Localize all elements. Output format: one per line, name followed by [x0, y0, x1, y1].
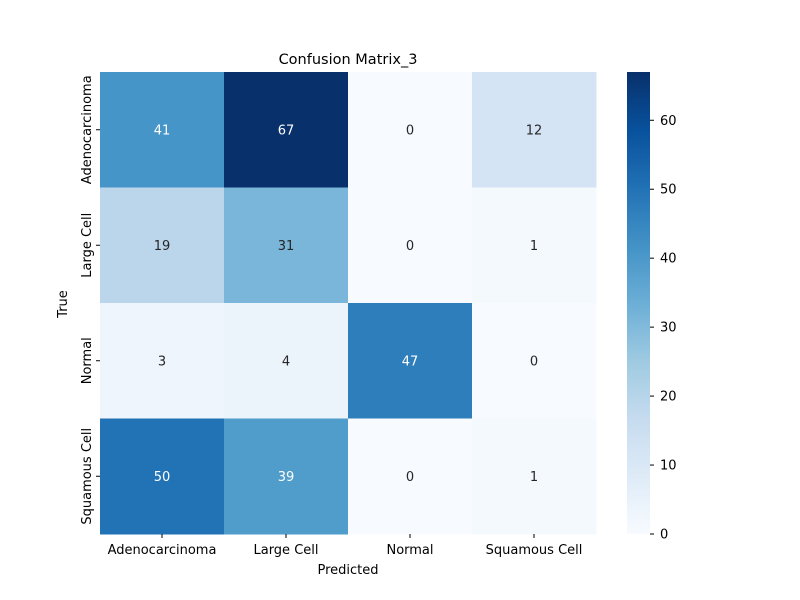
colorbar-tick-label: 0 [660, 528, 668, 543]
heatmap-cell [100, 72, 225, 188]
cell-value-label: 67 [278, 123, 295, 138]
heatmap-cell [348, 72, 473, 188]
heatmap-cell [348, 187, 473, 304]
colorbar-tick-label: 60 [660, 114, 677, 129]
x-tick-label: Squamous Cell [486, 543, 583, 558]
y-tick-label: Adenocarcinoma [80, 75, 95, 184]
cell-value-label: 50 [154, 470, 171, 485]
cell-value-label: 1 [530, 470, 538, 485]
cell-value-label: 3 [158, 354, 166, 369]
heatmap-cell [472, 187, 597, 304]
cell-value-label: 0 [406, 470, 414, 485]
cell-value-label: 0 [530, 354, 538, 369]
y-tick-label: Normal [80, 337, 95, 384]
heatmap-cells [100, 72, 597, 535]
chart-title: Confusion Matrix_3 [279, 52, 418, 68]
colorbar-tick-label: 30 [660, 321, 677, 336]
cell-value-label: 19 [154, 239, 171, 254]
heatmap-cell [348, 303, 473, 419]
colorbar-tick-label: 20 [660, 390, 677, 405]
heatmap-cell [224, 418, 349, 535]
colorbar-tick-label: 50 [660, 183, 677, 198]
colorbar-tick-label: 40 [660, 252, 677, 267]
heatmap-cell [100, 303, 225, 419]
cell-value-label: 1 [530, 239, 538, 254]
cell-value-label: 12 [526, 123, 543, 138]
cell-value-label: 39 [278, 470, 295, 485]
heatmap-cell [224, 303, 349, 419]
x-tick-label: Normal [386, 543, 433, 558]
heatmap-cell [100, 187, 225, 304]
heatmap-cell [224, 187, 349, 304]
heatmap-cell [472, 72, 597, 188]
cell-value-label: 47 [402, 354, 419, 369]
y-tick-label: Large Cell [80, 213, 95, 278]
heatmap-cell [224, 72, 349, 188]
heatmap-cell [472, 303, 597, 419]
colorbar-tick-label: 10 [660, 459, 677, 474]
x-axis: Adenocarcinoma Large Cell Normal Squamous C… [108, 534, 583, 558]
cell-value-label: 4 [282, 354, 290, 369]
x-tick-label: Large Cell [253, 543, 318, 558]
y-axis-label: True [56, 290, 71, 319]
y-axis: Adenocarcinoma Large Cell Normal Squamous C… [80, 75, 100, 525]
cell-value-label: 0 [406, 239, 414, 254]
heatmap-cell [348, 418, 473, 535]
x-axis-label: Predicted [317, 563, 378, 578]
colorbar-gradient [627, 72, 650, 534]
cell-value-label: 0 [406, 123, 414, 138]
heatmap-cell [472, 418, 597, 535]
heatmap-cell [100, 418, 225, 535]
colorbar: 0 10 20 30 40 50 60 [627, 72, 677, 543]
y-tick-label: Squamous Cell [80, 428, 95, 525]
cell-value-label: 41 [154, 123, 171, 138]
heatmap-cell-labels: 41 67 0 12 19 31 0 1 3 4 47 0 50 39 0 1 [154, 123, 543, 485]
cell-value-label: 31 [278, 239, 295, 254]
x-tick-label: Adenocarcinoma [108, 543, 217, 558]
